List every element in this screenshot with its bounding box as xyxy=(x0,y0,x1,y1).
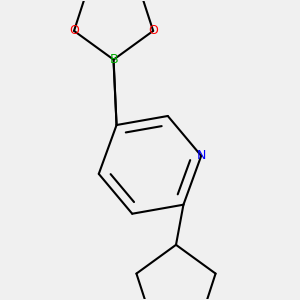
Text: O: O xyxy=(148,24,158,38)
Text: B: B xyxy=(109,53,118,66)
Text: N: N xyxy=(196,149,206,162)
Text: O: O xyxy=(69,24,79,38)
